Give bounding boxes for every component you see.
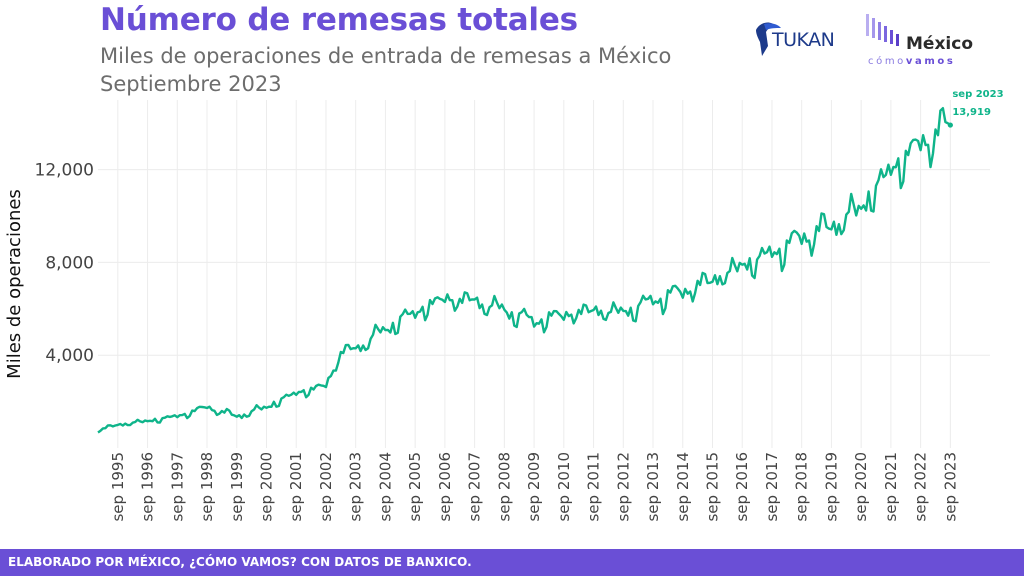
- bars-icon: [866, 14, 899, 46]
- x-tick-label: sep 2000: [257, 452, 275, 522]
- x-tick-label: sep 2015: [703, 452, 721, 522]
- x-tick-label: sep 2005: [406, 452, 424, 522]
- x-tick-label: sep 2008: [495, 452, 513, 522]
- y-axis-ticks: 4,000 8,000 12,000: [35, 161, 94, 367]
- x-tick-label: sep 2006: [436, 452, 454, 522]
- x-tick-label: sep 1999: [228, 452, 246, 522]
- footer-credit: ELABORADO POR MÉXICO, ¿CÓMO VAMOS? CON D…: [8, 555, 472, 569]
- subtitle-line-2: Septiembre 2023: [100, 72, 282, 96]
- subtitle-line-1: Miles de operaciones de entrada de remes…: [100, 44, 672, 68]
- x-tick-label: sep 1995: [109, 452, 127, 522]
- x-tick-label: sep 2020: [852, 452, 870, 522]
- logo-mexico-text: México: [906, 34, 973, 54]
- x-tick-label: sep 2019: [822, 452, 840, 522]
- x-tick-label: sep 2010: [555, 452, 573, 522]
- x-tick-label: sep 1997: [168, 452, 186, 522]
- x-tick-label: sep 2022: [912, 452, 930, 522]
- x-tick-label: sep 1996: [139, 452, 157, 522]
- x-tick-label: sep 2017: [763, 452, 781, 522]
- x-tick-label: sep 2011: [585, 452, 603, 522]
- x-tick-label: sep 2004: [376, 452, 394, 522]
- footer-bar: ELABORADO POR MÉXICO, ¿CÓMO VAMOS? CON D…: [0, 549, 1024, 576]
- x-tick-label: sep 2021: [882, 452, 900, 522]
- logo-comovamos-text: cómovamos: [868, 56, 955, 67]
- y-tick-label: 8,000: [45, 253, 94, 273]
- annotation-date: sep 2023: [952, 89, 1003, 100]
- x-tick-label: sep 2018: [793, 452, 811, 522]
- y-tick-label: 12,000: [35, 161, 94, 181]
- x-tick-label: sep 2012: [614, 452, 632, 522]
- annotation-value: 13,919: [952, 107, 991, 118]
- x-axis-ticks: sep 1995 sep 1996 sep 1997 sep 1998 sep 1999…: [109, 452, 960, 522]
- series-line: [97, 107, 952, 434]
- y-axis-label: Miles de operaciones: [4, 189, 25, 379]
- logo-como-text: cómo: [868, 56, 906, 67]
- x-tick-label: sep 2016: [733, 452, 751, 522]
- chart-subtitle: Miles de operaciones de entrada de remes…: [100, 42, 671, 98]
- x-tick-label: sep 2007: [466, 452, 484, 522]
- x-tick-label: sep 2002: [317, 452, 335, 522]
- chart-title: Número de remesas totales: [100, 2, 578, 38]
- toucan-icon: [756, 22, 781, 56]
- tukan-logo-text: TUKAN: [772, 29, 835, 51]
- tukan-logo: TUKAN: [752, 16, 842, 60]
- y-tick-label: 4,000: [45, 346, 94, 366]
- x-tick-label: sep 2009: [525, 452, 543, 522]
- x-tick-label: sep 2003: [347, 452, 365, 522]
- x-tick-label: sep 2014: [674, 452, 692, 522]
- chart-grid: [98, 100, 990, 448]
- x-tick-label: sep 1998: [198, 452, 216, 522]
- x-tick-label: sep 2013: [644, 452, 662, 522]
- mexico-como-vamos-logo: México cómovamos: [862, 12, 982, 70]
- x-tick-label: sep 2001: [287, 452, 305, 522]
- logo-vamos-text: vamos: [905, 56, 956, 67]
- series-end-point: [947, 122, 953, 128]
- x-tick-label: sep 2023: [941, 452, 959, 522]
